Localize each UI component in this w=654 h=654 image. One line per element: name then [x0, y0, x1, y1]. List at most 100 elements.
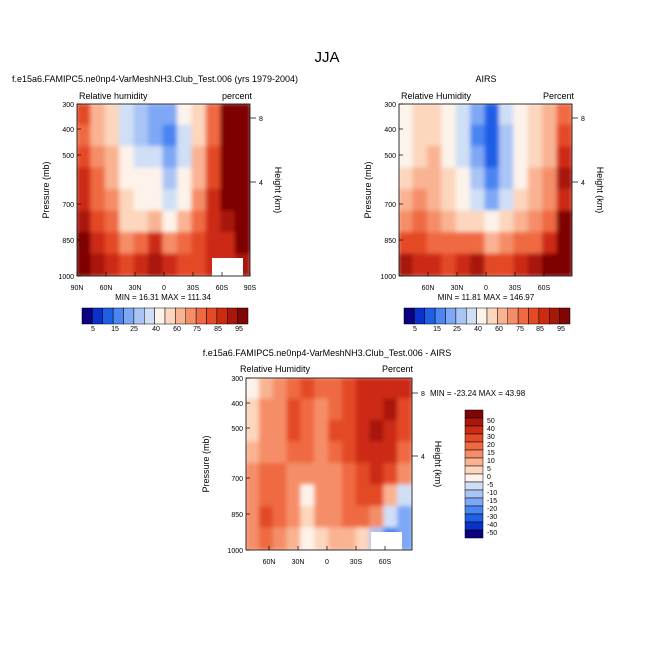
heatmap-cell: [272, 506, 289, 530]
heatmap-cell: [246, 441, 261, 465]
heatmap-cell: [162, 253, 179, 276]
heatmap-cell: [412, 189, 429, 213]
heatmap-cell: [133, 104, 151, 127]
heatmap-cell: [484, 253, 501, 276]
min-label: MIN =: [430, 389, 452, 398]
min-value: 11.81: [462, 293, 482, 302]
heatmap-cell: [272, 398, 289, 422]
heatmap-cell: [397, 398, 412, 422]
heatmap-cell: [220, 104, 237, 127]
colorbar-labels: 50 40 30 20 15 10 5 0 -5 -10 -15 -20 -30…: [487, 418, 497, 537]
min-value: -23.24: [454, 389, 477, 398]
heatmap-cell: [176, 232, 194, 256]
heatmap-cell: [513, 104, 530, 127]
heatmap-cell: [484, 104, 501, 127]
heatmap-cell: [455, 210, 473, 234]
heatmap-cell: [542, 167, 559, 191]
colorbar-swatch: [227, 307, 238, 325]
colorbar-label: 15: [111, 326, 119, 333]
heatmap-cell: [470, 104, 487, 127]
colorbar-swatch: [144, 307, 155, 325]
heatmap-cell: [133, 232, 151, 256]
y-tick-label: 700: [62, 202, 74, 209]
heatmap-cell: [397, 441, 412, 465]
heatmap-cell: [328, 441, 344, 465]
heatmap-cell: [341, 378, 358, 401]
heatmap-cell: [90, 210, 107, 234]
heatmap-cell: [399, 189, 415, 213]
heatmap-cell: [104, 232, 122, 256]
heatmap-cell: [234, 210, 250, 234]
heatmap-cell: [162, 189, 179, 213]
heatmap-cell: [455, 124, 473, 148]
heatmap-cell: [355, 527, 372, 550]
heatmap-cell: [426, 167, 444, 191]
y-tick-label: 1000: [380, 274, 396, 281]
heatmap-cell: [176, 210, 194, 234]
heatmap-cell: [399, 104, 415, 127]
y-tick-label: 1000: [227, 548, 243, 555]
heatmap-cell: [399, 146, 415, 170]
heatmap-cell: [191, 104, 208, 127]
colorbar-swatch: [464, 489, 484, 499]
min-label: MIN =: [115, 293, 137, 302]
colorbar-label: -5: [487, 482, 493, 489]
heatmap-cell: [300, 527, 317, 550]
panel-title: f.e15a6.FAMIPC5.ne0np4-VarMeshNH3.Club_T…: [203, 348, 451, 358]
heatmap-cell: [220, 232, 237, 256]
heatmap-cell: [191, 167, 208, 191]
colorbar-label: 25: [130, 326, 138, 333]
colorbar-swatch: [206, 307, 218, 325]
colorbar-swatch: [466, 307, 477, 325]
heatmap-cell: [90, 189, 107, 213]
heatmap-cell: [426, 124, 444, 148]
heatmap-cell: [119, 253, 136, 276]
colorbar-label: 85: [536, 326, 544, 333]
y-tick-label: 300: [62, 102, 74, 109]
heatmap-cell: [246, 463, 261, 487]
x-tick-label: 0: [325, 559, 329, 566]
heatmap-cell: [148, 189, 165, 213]
heatmap-cell: [527, 124, 545, 148]
heatmap-cell: [426, 189, 444, 213]
colorbar-label: 60: [173, 326, 181, 333]
x-tick-label: 60S: [216, 285, 229, 292]
heatmap-cell: [272, 420, 289, 444]
heatmap-cell: [484, 210, 501, 234]
colorbar-swatch: [403, 307, 415, 325]
y-tick-label: 850: [384, 238, 396, 245]
colorbar-label: 95: [557, 326, 565, 333]
heatmap-cell: [498, 104, 516, 127]
heatmap-cell: [556, 104, 572, 127]
colorbar-label: 75: [516, 326, 524, 333]
y-tick-label: 300: [384, 102, 396, 109]
heatmap-cells: [399, 104, 572, 276]
colorbar-label: 85: [214, 326, 222, 333]
colorbar-swatch: [497, 307, 509, 325]
colorbar-swatch: [216, 307, 228, 325]
y-tick-label: 500: [231, 426, 243, 433]
y-axis-label: Pressure (mb): [41, 161, 51, 218]
colorbar-swatch: [133, 307, 145, 325]
heatmap-cell: [355, 441, 372, 465]
colorbar-label: 25: [453, 326, 461, 333]
heatmap-cell: [205, 146, 223, 170]
heatmap-cell: [527, 253, 545, 276]
heatmap-cell: [455, 189, 473, 213]
y-ticks: 300 400 500 700 850 1000: [58, 102, 81, 281]
max-label: MAX =: [479, 389, 504, 398]
heatmap-cell: [220, 124, 237, 148]
colorbar-swatch: [464, 505, 484, 515]
height-ticks: 8 4: [250, 116, 263, 187]
heatmap-cell: [104, 210, 122, 234]
colorbar-swatch: [102, 307, 114, 325]
heatmap-cell: [498, 253, 516, 276]
panel-airs: AIRS Relative Humidity Percent 300 400 5…: [363, 74, 605, 333]
heatmap-cell: [176, 189, 194, 213]
heatmap-cell: [556, 167, 572, 191]
heatmap-cells: [246, 378, 412, 550]
height-tick-label: 4: [259, 180, 263, 187]
heatmap-cell: [399, 167, 415, 191]
heatmap-cells: [77, 104, 250, 276]
heatmap-cell: [399, 210, 415, 234]
